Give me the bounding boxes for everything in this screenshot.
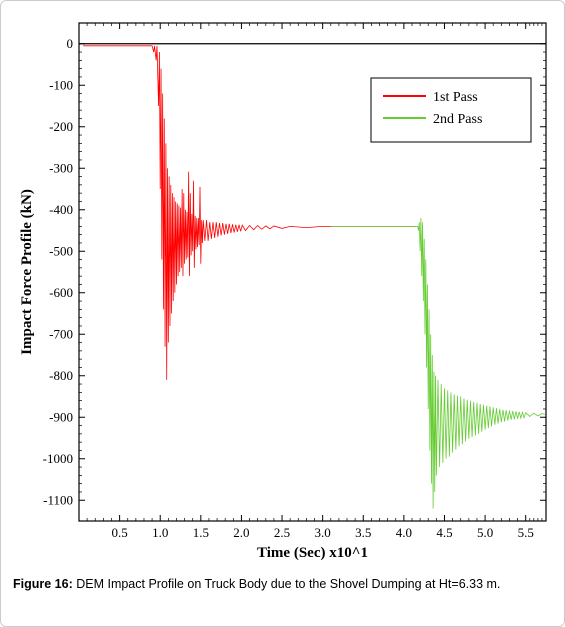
figure-container: 0 -100 -200 -300 -400 -500 -600 -700 -800 -900 -10…	[0, 0, 565, 627]
svg-text:2.0: 2.0	[233, 525, 249, 540]
svg-text:-600: -600	[49, 285, 73, 300]
caption-text: DEM Impact Profile on Truck Body due to …	[73, 577, 501, 591]
svg-text:0: 0	[67, 36, 74, 51]
svg-text:3.0: 3.0	[315, 525, 331, 540]
caption-prefix: Figure 16:	[13, 577, 73, 591]
svg-text:-1000: -1000	[43, 451, 73, 466]
svg-text:-1100: -1100	[43, 492, 73, 507]
svg-text:5.5: 5.5	[518, 525, 534, 540]
svg-text:-800: -800	[49, 368, 73, 383]
figure-caption: Figure 16: DEM Impact Profile on Truck B…	[13, 576, 552, 593]
svg-text:5.0: 5.0	[477, 525, 493, 540]
impact-profile-chart: 0 -100 -200 -300 -400 -500 -600 -700 -800 -900 -10…	[11, 11, 556, 566]
svg-text:2nd Pass: 2nd Pass	[433, 112, 482, 127]
svg-text:-400: -400	[49, 202, 73, 217]
svg-text:1.5: 1.5	[193, 525, 209, 540]
svg-text:4.5: 4.5	[436, 525, 452, 540]
svg-text:-100: -100	[49, 77, 73, 92]
chart-area: 0 -100 -200 -300 -400 -500 -600 -700 -800 -900 -10…	[11, 11, 556, 566]
svg-text:Time (Sec) x10^1: Time (Sec) x10^1	[257, 545, 368, 561]
svg-text:3.5: 3.5	[355, 525, 371, 540]
svg-text:-900: -900	[49, 409, 73, 424]
svg-text:-700: -700	[49, 326, 73, 341]
svg-text:-200: -200	[49, 119, 73, 134]
svg-text:0.5: 0.5	[111, 525, 127, 540]
svg-text:1st Pass: 1st Pass	[433, 90, 478, 105]
svg-text:Impact Force Profile (kN): Impact Force Profile (kN)	[19, 189, 35, 355]
svg-text:-300: -300	[49, 160, 73, 175]
svg-text:4.0: 4.0	[396, 525, 412, 540]
svg-text:2.5: 2.5	[274, 525, 290, 540]
svg-text:-500: -500	[49, 243, 73, 258]
svg-text:1.0: 1.0	[152, 525, 168, 540]
